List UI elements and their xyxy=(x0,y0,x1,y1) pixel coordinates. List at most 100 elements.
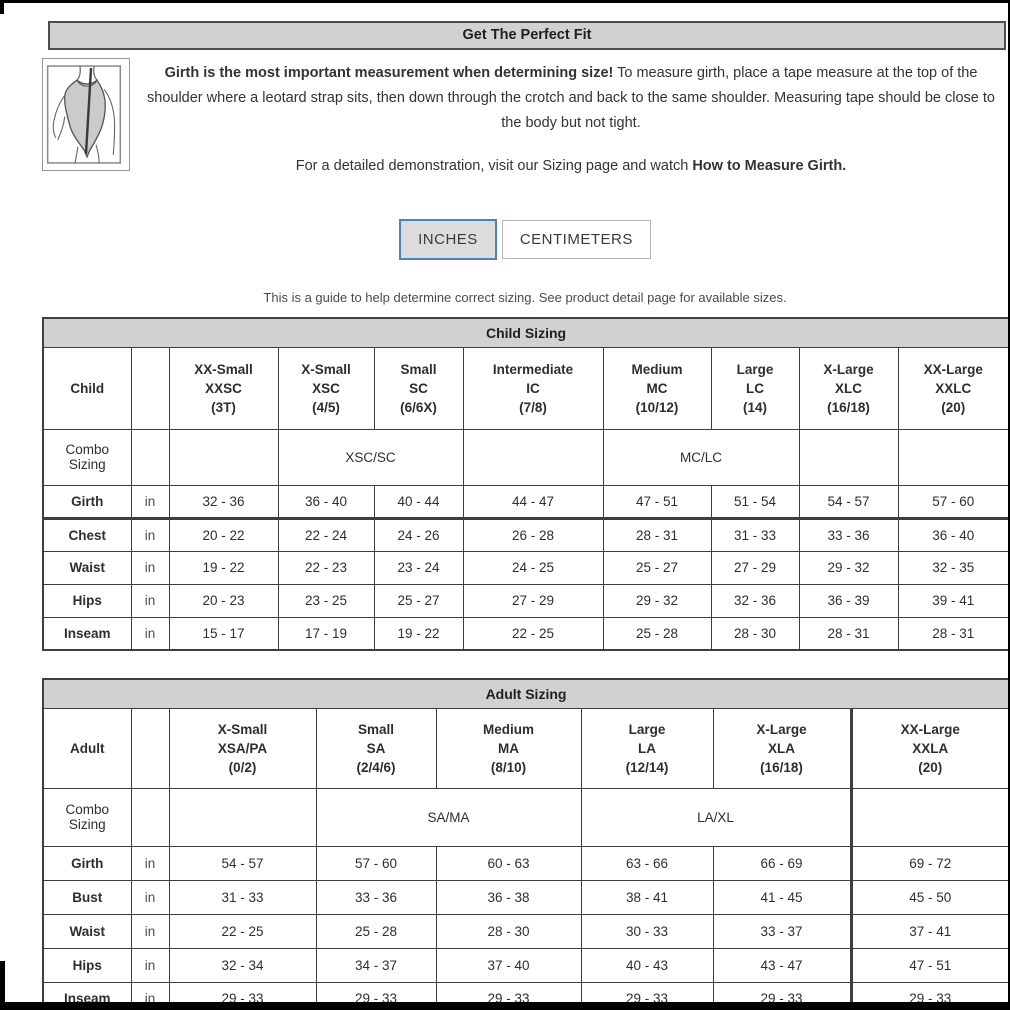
size-cell: 47 - 51 xyxy=(849,947,1010,983)
adult-waist-row: Waist in 22 - 25 25 - 28 28 - 30 30 - 33… xyxy=(42,913,1010,949)
size-cell: 23 - 25 xyxy=(277,583,375,618)
size-cell: 28 - 30 xyxy=(435,913,582,949)
size-code: IC xyxy=(526,380,540,396)
row-label: Hips xyxy=(42,947,132,983)
child-combo-mc-lc: MC/LC xyxy=(602,428,800,486)
size-range: (7/8) xyxy=(519,399,547,415)
size-cell: 25 - 27 xyxy=(602,550,712,585)
size-range: (12/14) xyxy=(625,759,669,775)
size-cell: 20 - 23 xyxy=(168,583,279,618)
size-cell: 54 - 57 xyxy=(798,484,899,520)
size-name: XX-Large xyxy=(923,361,983,377)
size-cell: 39 - 41 xyxy=(897,583,1010,618)
adult-col-medium: Medium MA (8/10) xyxy=(435,707,582,789)
size-range: (16/18) xyxy=(760,759,803,775)
size-range: (8/10) xyxy=(490,759,527,775)
size-code: SC xyxy=(409,380,428,396)
size-code: XXSC xyxy=(205,380,242,396)
adult-col-x-large: X-Large XLA (16/18) xyxy=(712,707,852,789)
girth-instructions-rest: To measure girth, place a tape measure a… xyxy=(147,65,995,131)
unit-cell: in xyxy=(130,583,170,618)
adult-girth-row: Girth in 54 - 57 57 - 60 60 - 63 63 - 66… xyxy=(42,845,1010,881)
page-title: Get The Perfect Fit xyxy=(48,21,1006,50)
unit-cell: in xyxy=(130,550,170,585)
size-cell: 29 - 32 xyxy=(798,550,899,585)
size-cell: 36 - 40 xyxy=(897,517,1010,552)
row-label: Chest xyxy=(42,517,132,552)
size-range: (20) xyxy=(941,399,966,415)
size-cell: 20 - 22 xyxy=(168,517,279,552)
row-label: Waist xyxy=(42,550,132,585)
size-cell: 34 - 37 xyxy=(315,947,437,983)
empty-cell xyxy=(798,428,899,486)
size-cell: 60 - 63 xyxy=(435,845,582,881)
child-col-small: Small SC (6/6X) xyxy=(373,346,464,430)
size-name: X-Small xyxy=(217,721,268,737)
size-range: (2/4/6) xyxy=(356,759,396,775)
row-label: Inseam xyxy=(42,616,132,651)
unit-cell: in xyxy=(130,947,170,983)
scan-corner-mark xyxy=(0,0,4,14)
demo-line: For a detailed demonstration, visit our … xyxy=(140,154,1002,179)
child-chest-row: Chest in 20 - 22 22 - 24 24 - 26 26 - 28… xyxy=(42,517,1010,552)
size-cell: 66 - 69 xyxy=(712,845,852,881)
empty-cell xyxy=(130,428,170,486)
adult-table-title-row: Adult Sizing xyxy=(42,678,1010,709)
row-label: Bust xyxy=(42,879,132,915)
size-cell: 28 - 31 xyxy=(798,616,899,651)
size-cell: 41 - 45 xyxy=(712,879,852,915)
guide-note: This is a guide to help determine correc… xyxy=(263,290,787,305)
child-corner-label: Child xyxy=(42,346,132,430)
child-sizing-table: Child Sizing Child XX-Small XXSC (3T) X-Sm… xyxy=(42,317,1010,651)
size-cell: 43 - 47 xyxy=(712,947,852,983)
size-code: XLC xyxy=(835,380,862,396)
size-cell: 33 - 36 xyxy=(798,517,899,552)
size-range: (14) xyxy=(742,399,767,415)
child-inseam-row: Inseam in 15 - 17 17 - 19 19 - 22 22 - 2… xyxy=(42,616,1010,651)
child-combo-xsc-sc: XSC/SC xyxy=(277,428,464,486)
size-cell: 40 - 43 xyxy=(580,947,714,983)
empty-cell xyxy=(130,787,170,847)
size-cell: 19 - 22 xyxy=(373,616,464,651)
unit-header-cell xyxy=(130,346,170,430)
centimeters-button[interactable]: CENTIMETERS xyxy=(501,220,651,259)
inches-button[interactable]: INCHES xyxy=(399,219,497,260)
child-girth-row: Girth in 32 - 36 36 - 40 40 - 44 44 - 47… xyxy=(42,484,1010,520)
unit-cell: in xyxy=(130,484,170,520)
size-range: (3T) xyxy=(211,399,236,415)
intro-text: Girth is the most important measurement … xyxy=(130,58,1008,179)
size-cell: 22 - 25 xyxy=(462,616,604,651)
size-cell: 51 - 54 xyxy=(710,484,800,520)
size-cell: 28 - 31 xyxy=(602,517,712,552)
size-cell: 37 - 41 xyxy=(849,913,1010,949)
adult-combo-row: Combo Sizing SA/MA LA/XL xyxy=(42,787,1010,847)
size-name: Intermediate xyxy=(492,361,574,377)
size-cell: 28 - 31 xyxy=(897,616,1010,651)
size-cell: 15 - 17 xyxy=(168,616,279,651)
child-col-xx-large: XX-Large XXLC (20) xyxy=(897,346,1010,430)
page-content: Get The Perfect Fit Girth xyxy=(0,21,1010,1010)
scan-edge-left xyxy=(0,961,5,1003)
size-cell: 63 - 66 xyxy=(580,845,714,881)
size-name: Small xyxy=(400,361,437,377)
size-name: X-Small xyxy=(301,361,351,377)
size-name: X-Large xyxy=(823,361,874,377)
size-cell: 32 - 36 xyxy=(168,484,279,520)
scan-edge-top xyxy=(0,0,1010,3)
adult-corner-label: Adult xyxy=(42,707,132,789)
size-cell: 22 - 25 xyxy=(168,913,317,949)
empty-cell xyxy=(168,787,317,847)
row-label: Hips xyxy=(42,583,132,618)
size-cell: 22 - 23 xyxy=(277,550,375,585)
size-cell: 33 - 36 xyxy=(315,879,437,915)
size-cell: 25 - 28 xyxy=(315,913,437,949)
size-cell: 23 - 24 xyxy=(373,550,464,585)
size-cell: 69 - 72 xyxy=(849,845,1010,881)
size-cell: 24 - 25 xyxy=(462,550,604,585)
row-label: Waist xyxy=(42,913,132,949)
child-col-x-small: X-Small XSC (4/5) xyxy=(277,346,375,430)
child-col-x-large: X-Large XLC (16/18) xyxy=(798,346,899,430)
size-cell: 26 - 28 xyxy=(462,517,604,552)
size-cell: 32 - 34 xyxy=(168,947,317,983)
size-name: Large xyxy=(628,721,666,737)
